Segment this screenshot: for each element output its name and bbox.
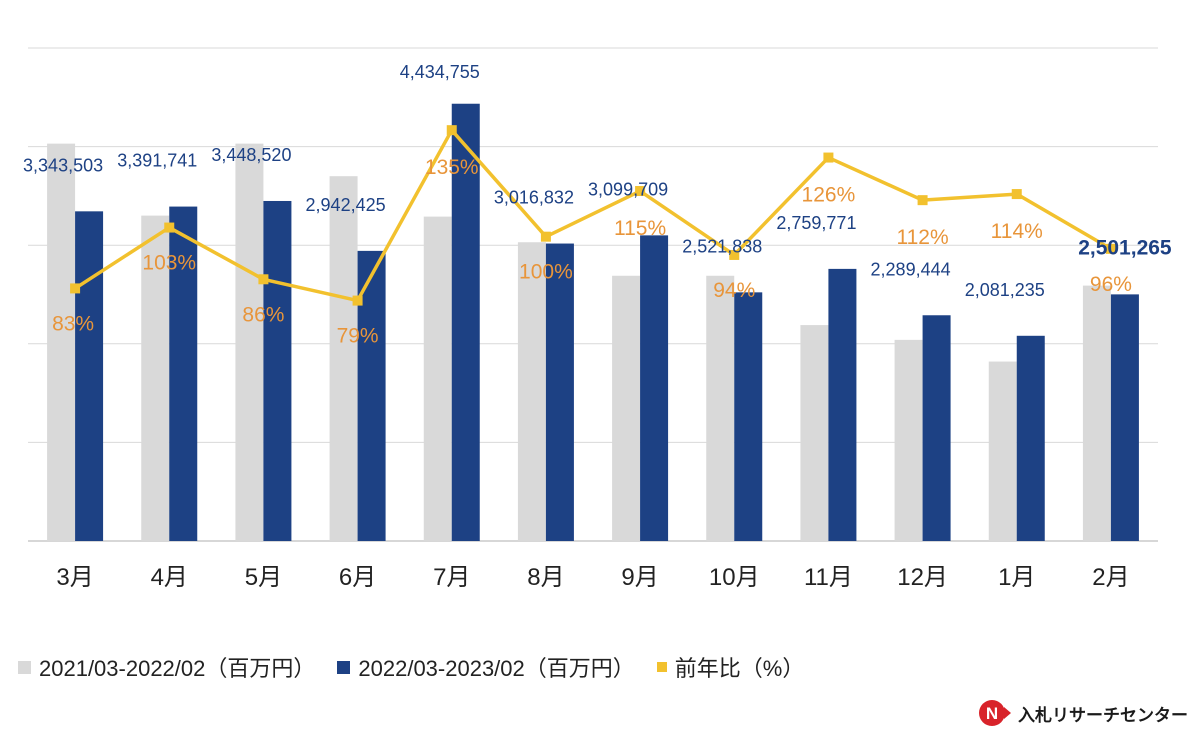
bar-prev-year xyxy=(800,325,829,541)
yoy-marker xyxy=(1105,243,1116,254)
bar-prev-year xyxy=(141,215,170,541)
chart-area: 3,343,503 3,391,741 3,448,520 2,942,425 4,43… xyxy=(23,47,1172,591)
yoy-marker xyxy=(635,186,646,197)
bar-current-year xyxy=(169,206,198,541)
bar-prev-year xyxy=(612,275,641,541)
bars xyxy=(47,103,1139,542)
x-tick-label: 10月 xyxy=(709,564,760,591)
bar-value-label: 2,501,265 xyxy=(1078,236,1172,259)
bar-prev-year xyxy=(988,361,1017,541)
brand-name: 入札リサーチセンター xyxy=(1018,705,1188,725)
bar-current-year xyxy=(75,211,104,541)
bar-current-year xyxy=(922,315,951,541)
legend-label-current-year: 2022/03-2023/02（百万円） xyxy=(358,656,635,681)
x-axis-ticks: 3月 4月 5月 6月 7月 8月 9月 10月 11月 12月 1月 2月 xyxy=(56,564,1129,591)
bar-current-year xyxy=(263,200,292,541)
brand: N 入札リサーチセンター xyxy=(978,698,1188,728)
data-labels: 3,343,503 3,391,741 3,448,520 2,942,425 4,43… xyxy=(23,62,1172,348)
legend-item-current-year[interactable]: 2022/03-2023/02（百万円） xyxy=(337,651,635,683)
yoy-marker xyxy=(1011,189,1022,200)
bar-value-label: 4,434,755 xyxy=(400,62,480,82)
yoy-percent-label: 114% xyxy=(991,220,1043,243)
bar-value-label: 3,016,832 xyxy=(494,188,574,208)
legend-item-prev-year[interactable]: 2021/03-2022/02（百万円） xyxy=(18,651,315,683)
bar-current-year xyxy=(1016,335,1045,541)
legend-label-yoy: 前年比（%） xyxy=(674,656,805,681)
yoy-percent-label: 94% xyxy=(713,279,755,302)
bar-prev-year xyxy=(47,143,76,541)
yoy-line xyxy=(70,125,1116,306)
yoy-marker xyxy=(917,195,928,206)
yoy-percent-label: 135% xyxy=(425,156,479,179)
yoy-percent-label: 79% xyxy=(337,325,379,348)
yoy-marker xyxy=(164,222,175,233)
yoy-percent-label: 103% xyxy=(142,252,196,275)
yoy-percent-label: 112% xyxy=(897,226,949,249)
bar-prev-year xyxy=(894,339,923,541)
legend-label-prev-year: 2021/03-2022/02（百万円） xyxy=(39,656,316,681)
bar-value-label: 3,391,741 xyxy=(117,151,197,171)
bar-prev-year xyxy=(423,216,452,541)
legend-swatch-current-year xyxy=(337,660,351,674)
bar-value-label: 3,448,520 xyxy=(211,145,291,165)
x-tick-label: 3月 xyxy=(56,564,93,591)
bar-current-year xyxy=(451,103,480,541)
x-tick-label: 12月 xyxy=(897,564,948,591)
bar-current-year xyxy=(828,268,857,541)
x-tick-label: 5月 xyxy=(245,564,282,591)
bar-current-year xyxy=(734,292,763,541)
yoy-percent-label: 86% xyxy=(242,303,284,326)
yoy-marker xyxy=(446,125,457,136)
bar-prev-year xyxy=(329,176,358,541)
gridlines xyxy=(28,47,1158,542)
brand-logo-icon: N xyxy=(979,700,1011,726)
bar-value-label: 2,759,771 xyxy=(776,213,856,233)
x-tick-label: 7月 xyxy=(433,564,470,591)
bar-value-label: 3,099,709 xyxy=(588,179,668,199)
x-tick-label: 9月 xyxy=(621,564,658,591)
yoy-marker xyxy=(70,283,81,294)
x-tick-label: 4月 xyxy=(151,564,188,591)
bar-value-label: 2,942,425 xyxy=(306,195,386,215)
bar-value-label: 2,081,235 xyxy=(965,280,1045,300)
bar-current-year xyxy=(640,235,669,541)
yoy-marker xyxy=(258,274,269,285)
bar-prev-year xyxy=(706,275,735,541)
yoy-percent-label: 96% xyxy=(1090,273,1132,296)
x-tick-label: 11月 xyxy=(804,564,853,591)
x-tick-label: 2月 xyxy=(1092,564,1129,591)
bar-current-year xyxy=(1110,294,1139,541)
bar-prev-year xyxy=(1082,285,1111,541)
bar-value-label: 3,343,503 xyxy=(23,155,103,175)
yoy-marker xyxy=(729,249,740,260)
bar-value-label: 2,289,444 xyxy=(871,259,951,279)
bar-current-year xyxy=(545,243,574,542)
bar-value-label: 2,521,838 xyxy=(682,236,762,256)
legend-swatch-prev-year xyxy=(18,660,31,674)
x-tick-label: 1月 xyxy=(998,564,1035,591)
x-tick-label: 6月 xyxy=(339,564,376,591)
yoy-percent-label: 83% xyxy=(52,312,94,335)
yoy-percent-label: 100% xyxy=(519,261,573,284)
yoy-marker xyxy=(352,295,363,306)
x-tick-label: 8月 xyxy=(527,564,564,591)
legend: 2021/03-2022/02（百万円） 2022/03-2023/02（百万円… xyxy=(18,652,804,682)
yoy-marker xyxy=(823,152,834,163)
legend-swatch-yoy xyxy=(656,662,667,672)
bar-prev-year xyxy=(517,242,546,541)
yoy-percent-label: 126% xyxy=(802,184,856,207)
yoy-line-path xyxy=(74,128,1112,303)
legend-item-yoy[interactable]: 前年比（%） xyxy=(656,651,805,683)
yoy-percent-label: 115% xyxy=(614,217,666,240)
bar-prev-year xyxy=(235,143,264,541)
brand-logo-letter: N xyxy=(986,704,998,723)
yoy-marker xyxy=(540,231,551,242)
